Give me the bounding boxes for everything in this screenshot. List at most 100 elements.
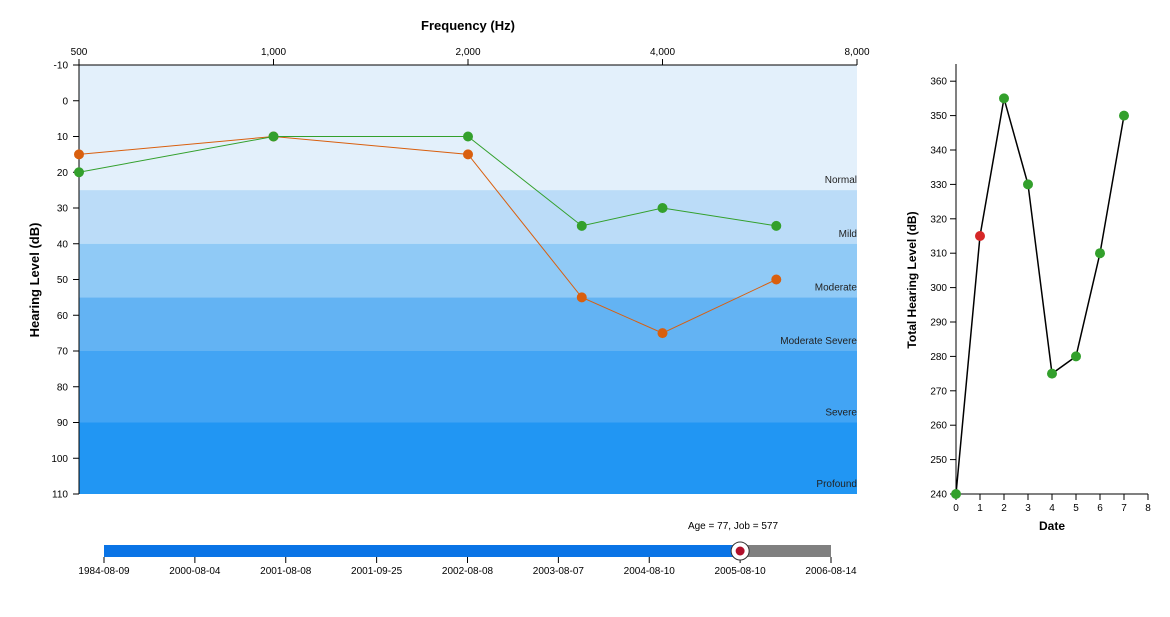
total-x-tick-label: 3	[1025, 503, 1031, 514]
data-point	[771, 274, 782, 285]
severity-band	[79, 297, 857, 351]
x-axis-title: Frequency (Hz)	[421, 18, 515, 33]
severity-bands	[79, 65, 857, 494]
hearing-level-axis: -10 0 10 20 30 40 50 60 70 80 90 100 110	[51, 61, 80, 501]
series-line	[78, 135, 777, 334]
total-data-point	[975, 231, 985, 241]
total-y-tick-label: 330	[930, 180, 947, 191]
total-y-tick-label: 280	[930, 352, 947, 363]
total-data-point	[1047, 368, 1057, 379]
y-tick-label: 20	[57, 168, 69, 179]
x-tick-label: 2,000	[455, 47, 480, 58]
total-data-point	[1071, 351, 1081, 362]
timeline-date-ticks: 1984-08-09 2000-08-04 2001-08-08 2001-09-25…	[78, 557, 857, 577]
total-y-tick-label: 350	[930, 111, 947, 122]
severity-band-label: Normal	[825, 175, 857, 186]
severity-band	[79, 351, 857, 423]
x-tick-label: 8,000	[844, 47, 869, 58]
y-tick-label: 0	[62, 96, 68, 107]
timeline-date-label: 2004-08-10	[624, 566, 676, 577]
y-tick-label: -10	[54, 61, 69, 72]
y-tick-label: 70	[57, 347, 69, 358]
total-y-tick-label: 290	[930, 318, 947, 329]
timeline-info-label: Age = 77, Job = 577	[688, 521, 779, 532]
total-data-point	[951, 489, 961, 499]
total-y-tick-label: 360	[930, 77, 947, 88]
total-x-tick-label: 8	[1145, 503, 1151, 514]
severity-band	[79, 65, 857, 191]
x-tick-label: 500	[71, 47, 88, 58]
total-y-tick-label: 270	[930, 386, 947, 397]
y-tick-label: 60	[57, 311, 69, 322]
x-tick-label: 4,000	[650, 47, 675, 58]
severity-band-label: Mild	[839, 229, 857, 240]
data-point	[576, 292, 587, 303]
severity-band-label: Profound	[816, 479, 857, 490]
timeline-date-label: 2000-08-04	[169, 566, 221, 577]
total-x-tick-label: 0	[953, 503, 959, 514]
data-point	[74, 167, 84, 178]
total-y-axis-title: Total Hearing Level (dB)	[905, 211, 919, 348]
y-tick-label: 110	[52, 490, 68, 501]
severity-band-labels: Normal Mild Moderate Moderate Severe Severe P…	[780, 175, 857, 490]
timeline-date-label: 2001-08-08	[260, 566, 312, 577]
total-hearing-chart: Date Total Hearing Level (dB) 2402502602…	[905, 64, 1151, 533]
timeline-date-label: 2001-09-25	[351, 566, 403, 577]
audiogram-series	[74, 131, 782, 339]
y-tick-label: 100	[51, 454, 68, 465]
total-y-tick-label: 310	[930, 249, 947, 260]
y-tick-label: 30	[57, 204, 69, 215]
severity-band-label: Moderate Severe	[780, 336, 857, 347]
total-x-tick-label: 7	[1121, 503, 1127, 514]
data-point	[657, 203, 668, 213]
date-timeline-slider[interactable]: Age = 77, Job = 577 1984-08-09 2000-08-04…	[0, 515, 880, 615]
total-y-tick-label: 340	[930, 146, 947, 157]
total-data-point	[1119, 110, 1129, 121]
total-y-tick-label: 240	[930, 490, 947, 501]
series-line	[78, 136, 777, 227]
y-tick-label: 50	[57, 275, 69, 286]
total-x-axis-title: Date	[1039, 519, 1065, 533]
total-data-point	[1023, 179, 1033, 190]
y-axis-title: Hearing Level (dB)	[27, 223, 42, 338]
total-x-tick-label: 5	[1073, 503, 1079, 514]
data-point	[74, 149, 84, 160]
y-tick-label: 90	[57, 418, 69, 429]
y-tick-label: 10	[57, 132, 69, 143]
total-data-point	[999, 93, 1009, 104]
timeline-date-label: 2003-08-07	[533, 566, 585, 577]
y-tick-label: 80	[57, 382, 69, 393]
timeline-date-label: 2006-08-14	[805, 566, 857, 577]
total-x-tick-label: 6	[1097, 503, 1103, 514]
total-x-tick-label: 4	[1049, 503, 1055, 514]
timeline-handle-dot	[735, 546, 745, 556]
audiogram-chart: Frequency (Hz) Hearing Level (dB) Normal…	[27, 18, 870, 501]
timeline-handle[interactable]	[730, 541, 750, 561]
total-axes: 240 250 260 270 280 290 300 310 320 330 340 350 360 0…	[930, 64, 1151, 514]
data-point	[463, 131, 473, 142]
data-point	[463, 149, 473, 160]
severity-band	[79, 243, 857, 298]
total-y-tick-label: 300	[930, 283, 947, 294]
timeline-progress[interactable]	[104, 545, 741, 557]
severity-band	[79, 190, 857, 244]
total-y-tick-label: 250	[930, 455, 947, 466]
timeline-date-label: 1984-08-09	[78, 566, 130, 577]
timeline-date-label: 2005-08-10	[715, 566, 767, 577]
total-line	[955, 98, 1125, 495]
y-tick-label: 40	[57, 239, 69, 250]
data-point	[268, 131, 279, 142]
total-data-point	[1095, 248, 1105, 259]
x-tick-label: 1,000	[261, 47, 286, 58]
total-y-tick-label: 260	[930, 421, 947, 432]
severity-band	[79, 422, 857, 494]
severity-band-label: Moderate	[815, 282, 858, 293]
total-y-tick-label: 320	[930, 214, 947, 225]
total-series	[951, 93, 1129, 499]
data-point	[657, 328, 668, 339]
frequency-axis: 500 1,000 2,000 4,000 8,000	[71, 47, 870, 66]
data-point	[576, 220, 587, 231]
total-x-tick-label: 1	[977, 503, 983, 514]
total-x-tick-label: 2	[1001, 503, 1007, 514]
severity-band-label: Severe	[825, 408, 857, 419]
